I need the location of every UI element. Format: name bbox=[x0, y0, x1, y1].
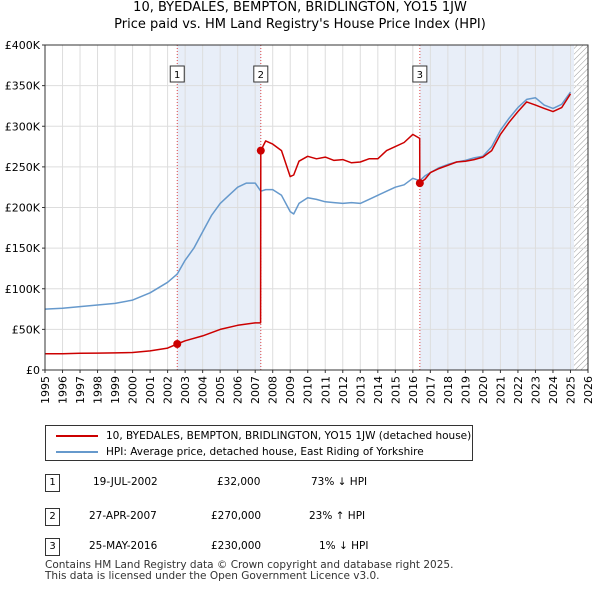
table-row: 1 19-JUL-2002 £32,000 73% ↓ HPI bbox=[45, 474, 445, 496]
x-tick-label: 2013 bbox=[354, 376, 367, 404]
x-tick-label: 1997 bbox=[74, 376, 87, 404]
y-tick-label: £250K bbox=[5, 161, 41, 174]
sale-date: 19-JUL-2002 bbox=[93, 476, 158, 488]
sale-box-label-2: 2 bbox=[258, 70, 264, 81]
x-tick-label: 2020 bbox=[477, 376, 490, 404]
sale-price: £230,000 bbox=[211, 540, 262, 552]
footer-copyright: Contains HM Land Registry data © Crown c… bbox=[45, 559, 454, 571]
sale-date: 27-APR-2007 bbox=[89, 510, 157, 522]
x-tick-label: 2024 bbox=[547, 376, 560, 404]
x-tick-label: 2015 bbox=[389, 376, 402, 404]
sale-hpi: 23% ↑ HPI bbox=[309, 510, 366, 522]
x-tick-label: 2018 bbox=[442, 376, 455, 404]
x-tick-label: 1996 bbox=[57, 376, 70, 404]
sale-box-1 bbox=[169, 65, 185, 83]
chart-title: 10, BYEDALES, BEMPTON, BRIDLINGTON, YO15… bbox=[133, 0, 467, 15]
x-tick-label: 2004 bbox=[197, 376, 210, 404]
sale-price: £270,000 bbox=[211, 510, 262, 522]
legend-swatch-property bbox=[56, 435, 98, 437]
x-tick-label: 2003 bbox=[179, 376, 192, 404]
sale-box-label-3: 3 bbox=[417, 70, 423, 81]
x-tick-label: 2001 bbox=[144, 376, 157, 404]
legend-item-hpi: HPI: Average price, detached house, East… bbox=[56, 445, 424, 459]
x-tick-label: 2010 bbox=[302, 376, 315, 404]
x-tick-label: 2012 bbox=[337, 376, 350, 404]
y-tick-label: £400K bbox=[5, 39, 41, 52]
footer: Contains HM Land Registry data © Crown c… bbox=[45, 560, 453, 582]
property-price-line bbox=[45, 93, 572, 355]
sale-box-2 bbox=[253, 65, 269, 83]
x-tick-label: 2017 bbox=[424, 376, 437, 404]
sale-number: 2 bbox=[45, 508, 60, 526]
x-tick-label: 2006 bbox=[232, 376, 245, 404]
x-tick-label: 2021 bbox=[494, 376, 507, 404]
x-tick-label: 2002 bbox=[162, 376, 175, 404]
y-tick-label: £300K bbox=[5, 120, 41, 133]
sale-number: 3 bbox=[45, 538, 60, 556]
sale-number: 1 bbox=[45, 474, 60, 492]
x-tick-label: 2016 bbox=[407, 376, 420, 404]
y-tick-label: £150K bbox=[5, 242, 41, 255]
footer-licence: This data is licensed under the Open Gov… bbox=[45, 570, 380, 582]
x-tick-label: 2022 bbox=[512, 376, 525, 404]
sale-hpi: 1% ↓ HPI bbox=[319, 540, 369, 552]
legend-swatch-hpi bbox=[56, 451, 98, 453]
sale-marker-3 bbox=[415, 179, 424, 188]
x-tick-label: 1998 bbox=[92, 376, 105, 404]
chart-subtitle: Price paid vs. HM Land Registry's House … bbox=[114, 17, 486, 32]
x-tick-label: 2009 bbox=[284, 376, 297, 404]
sale-box-label-1: 1 bbox=[174, 70, 180, 81]
table-row: 3 25-MAY-2016 £230,000 1% ↓ HPI bbox=[45, 538, 445, 560]
x-tick-label: 2023 bbox=[529, 376, 542, 404]
sale-marker-2 bbox=[256, 146, 265, 155]
price-chart: £0 £50K £100K £150K £200K £250K £300K £350K £400… bbox=[5, 39, 595, 404]
x-tick-label: 2025 bbox=[564, 376, 577, 404]
sale-price: £32,000 bbox=[217, 476, 261, 488]
y-tick-label: £100K bbox=[5, 283, 41, 296]
legend-label-property: 10, BYEDALES, BEMPTON, BRIDLINGTON, YO15… bbox=[106, 430, 472, 442]
table-row: 2 27-APR-2007 £270,000 23% ↑ HPI bbox=[45, 508, 445, 530]
x-tick-label: 2005 bbox=[214, 376, 227, 404]
y-tick-label: £200K bbox=[5, 202, 41, 215]
x-tick-label: 2011 bbox=[319, 376, 332, 404]
sale-box-3 bbox=[412, 65, 428, 83]
x-tick-label: 1995 bbox=[39, 376, 52, 404]
x-tick-label: 2014 bbox=[372, 376, 385, 404]
legend-label-hpi: HPI: Average price, detached house, East… bbox=[106, 446, 424, 458]
x-tick-label: 2026 bbox=[582, 376, 595, 404]
sale-date: 25-MAY-2016 bbox=[89, 540, 158, 552]
x-tick-label: 2019 bbox=[459, 376, 472, 404]
sale-hpi: 73% ↓ HPI bbox=[311, 476, 368, 488]
x-tick-label: 1999 bbox=[109, 376, 122, 404]
x-tick-label: 2008 bbox=[267, 376, 280, 404]
sale-marker-1 bbox=[173, 340, 182, 348]
y-tick-label: £350K bbox=[5, 80, 41, 93]
y-tick-label: £0 bbox=[26, 364, 40, 377]
y-tick-label: £50K bbox=[12, 323, 41, 336]
legend-item-property: 10, BYEDALES, BEMPTON, BRIDLINGTON, YO15… bbox=[56, 429, 471, 443]
x-tick-label: 2007 bbox=[249, 376, 262, 404]
x-tick-label: 2000 bbox=[127, 376, 140, 404]
chart-legend: 10, BYEDALES, BEMPTON, BRIDLINGTON, YO15… bbox=[45, 425, 473, 461]
hpi-line bbox=[44, 91, 572, 310]
